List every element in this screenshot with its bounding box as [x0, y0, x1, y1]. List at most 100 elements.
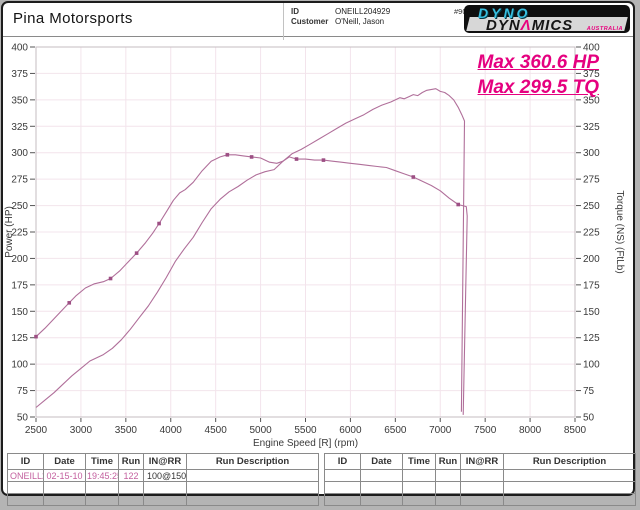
curve-marker	[225, 153, 230, 157]
curve-marker	[134, 251, 139, 255]
y-axis-tick-label-right: 50	[583, 413, 595, 424]
table-cell	[460, 493, 504, 506]
curve-marker	[67, 301, 72, 305]
table-cell	[186, 493, 319, 506]
x-axis-tick-label: 7000	[429, 425, 452, 436]
curve-marker	[34, 334, 38, 339]
table-cell	[43, 481, 86, 494]
y-axis-tick-label-right: 375	[583, 69, 600, 80]
table-cell	[435, 481, 461, 494]
curve-marker	[294, 157, 299, 161]
report-header: Pina Motorsports ID ONEILL204929 Customer…	[3, 3, 633, 40]
table-cell	[43, 493, 86, 506]
y-axis-tick-label-right: 200	[583, 254, 600, 265]
y-axis-tick-label-right: 150	[583, 307, 600, 318]
x-axis-tick-label: 4500	[205, 425, 228, 436]
column-header: Run	[118, 453, 144, 470]
table-cell	[503, 469, 636, 482]
y-axis-tick-label-left: 50	[17, 413, 29, 424]
y-axis-tick-label-left: 225	[11, 228, 28, 239]
curve-marker	[108, 276, 113, 281]
table-cell	[118, 481, 144, 494]
run-table-header-row: ID Date Time Run IN@RR Run Description	[7, 453, 319, 470]
column-header: Time	[85, 453, 119, 470]
x-axis-tick-label: 8000	[519, 425, 542, 436]
y-axis-tick-label-left: 125	[11, 333, 28, 344]
y-axis-tick-label-left: 350	[11, 95, 28, 106]
y-axis-tick-label-left: 175	[11, 280, 28, 291]
y-axis-title-right: Torque (NS) (FtLb)	[614, 190, 625, 273]
table-cell	[324, 469, 361, 482]
table-cell	[435, 469, 461, 482]
curve-marker	[456, 202, 461, 207]
table-row	[7, 493, 319, 506]
logo-accent-icon: Λ	[520, 17, 532, 33]
y-axis-tick-label-left: 300	[11, 148, 28, 159]
y-axis-title-left: Power (HP)	[4, 206, 15, 258]
x-axis-tick-label: 5000	[249, 425, 272, 436]
y-axis-tick-label-right: 250	[583, 201, 600, 212]
table-cell	[435, 493, 461, 506]
customer-label: Customer	[291, 17, 329, 26]
table-cell	[143, 481, 187, 494]
run-table-right: ID Date Time Run IN@RR Run Description	[324, 453, 636, 506]
table-cell	[460, 481, 504, 494]
table-cell	[85, 481, 119, 494]
x-axis-tick-label: 3000	[70, 425, 93, 436]
x-axis-tick-label: 5500	[294, 425, 317, 436]
y-axis-tick-label-right: 325	[583, 122, 600, 133]
table-cell	[460, 469, 504, 482]
y-axis-tick-label-left: 250	[11, 201, 28, 212]
table-cell	[360, 481, 403, 494]
table-cell	[85, 493, 119, 506]
x-axis-tick-label: 6500	[384, 425, 407, 436]
table-cell: ONEILL20	[7, 469, 44, 482]
table-cell	[7, 481, 44, 494]
plot-frame	[35, 46, 576, 418]
column-header: Run Description	[503, 453, 636, 470]
y-axis-tick-label-left: 275	[11, 175, 28, 186]
table-cell	[7, 493, 44, 506]
x-axis-tick-label: 6000	[339, 425, 362, 436]
column-header: Time	[402, 453, 436, 470]
x-axis-tick-label: 4000	[160, 425, 183, 436]
customer-row: Customer O'Neill, Jason	[291, 17, 390, 27]
chart-area: 50 50 75 75 100 100 125 125 150 150 175 175 200 200 22…	[3, 37, 633, 451]
table-cell	[186, 481, 319, 494]
table-cell	[503, 493, 636, 506]
table-cell	[360, 469, 403, 482]
y-axis-tick-label-left: 325	[11, 122, 28, 133]
run-id-block: ID ONEILL204929 Customer O'Neill, Jason	[283, 3, 390, 40]
column-header: Run	[435, 453, 461, 470]
curve-marker	[249, 155, 254, 159]
x-axis-tick-label: 8500	[564, 425, 587, 436]
id-value: ONEILL204929	[335, 7, 391, 16]
table-cell	[503, 481, 636, 494]
table-cell	[402, 469, 436, 482]
y-axis-tick-label-left: 400	[11, 43, 28, 54]
y-axis-tick-label-right: 225	[583, 228, 600, 239]
sheet-number: #903	[454, 7, 471, 16]
curve-marker	[157, 221, 161, 226]
y-axis-tick-label-right: 275	[583, 175, 600, 186]
y-axis-tick-label-left: 100	[11, 360, 28, 371]
max-tq-annotation: Max 299.5 TQ	[477, 77, 599, 98]
x-axis-tick-label: 2500	[25, 425, 48, 436]
table-cell: 122	[118, 469, 144, 482]
y-axis-tick-label-left: 150	[11, 307, 28, 318]
table-cell: 100@150	[143, 469, 187, 482]
power-curve	[35, 88, 466, 412]
max-annotations: Max 360.6 HP Max 299.5 TQ	[478, 50, 599, 100]
column-header: ID	[324, 453, 361, 470]
y-axis-tick-label-right: 350	[583, 95, 600, 106]
y-axis-tick-label-left: 75	[17, 386, 29, 397]
y-axis-tick-label-left: 375	[11, 69, 28, 80]
table-cell	[324, 493, 361, 506]
y-axis-tick-label-right: 75	[583, 386, 595, 397]
column-header: Date	[360, 453, 403, 470]
x-axis-tick-label: 3500	[115, 425, 138, 436]
table-row	[7, 481, 319, 494]
table-cell	[360, 493, 403, 506]
